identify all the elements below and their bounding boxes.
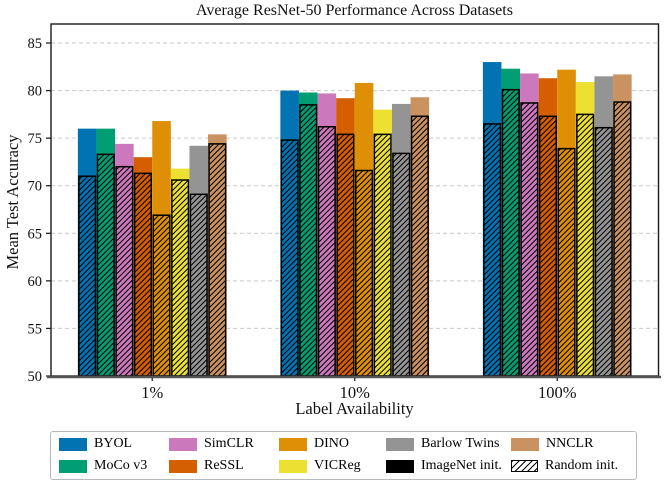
- legend-column-5: NNCLR Random init.: [511, 437, 618, 473]
- legend-swatch-barlow-twins: [386, 437, 414, 451]
- bar-nnclr-random-init-10-: [410, 115, 429, 377]
- bar-ressl-random-init-1-: [133, 172, 152, 377]
- legend: BYOL MoCo v3 SimCLR ReSSL DINO VICReg Barlow T…: [50, 431, 637, 480]
- y-tick-label-80: 80: [28, 84, 43, 100]
- legend-swatch-imagenet-init-: [386, 459, 414, 473]
- legend-label-ressl: ReSSL: [204, 458, 244, 473]
- bar-barlow-twins-random-init-10-: [392, 152, 411, 377]
- bar-vicreg-random-init-10-: [373, 133, 392, 377]
- bar-barlow-twins-random-init-1-: [189, 193, 208, 377]
- legend-label-simclr: SimCLR: [204, 436, 254, 451]
- legend-column-3: DINO VICReg: [279, 437, 361, 473]
- y-tick-label-85: 85: [28, 36, 43, 52]
- legend-swatch-ressl: [169, 459, 197, 473]
- bar-dino-random-init-1-: [152, 214, 171, 377]
- legend-swatch-moco-v3: [59, 459, 87, 473]
- bar-simclr-random-init-100-: [520, 102, 539, 377]
- bar-byol-random-init-10-: [280, 139, 299, 377]
- bar-ressl-random-init-10-: [336, 133, 355, 377]
- legend-swatch-vicreg: [279, 459, 307, 473]
- bar-vicreg-random-init-100-: [576, 113, 595, 377]
- legend-label-nnclr: NNCLR: [546, 436, 594, 451]
- bar-ressl-random-init-100-: [538, 115, 558, 377]
- bar-vicreg-random-init-1-: [171, 179, 190, 377]
- legend-item-nnclr: NNCLR: [511, 437, 618, 451]
- bar-byol-random-init-1-: [78, 175, 97, 377]
- legend-label-dino: DINO: [314, 436, 349, 451]
- bar-barlow-twins-random-init-100-: [594, 126, 613, 377]
- legend-item-imagenet-init-: ImageNet init.: [386, 459, 502, 473]
- legend-swatch-simclr: [169, 437, 197, 451]
- bar-nnclr-random-init-100-: [613, 101, 632, 377]
- legend-item-vicreg: VICReg: [279, 459, 361, 473]
- x-axis-label: Label Availability: [295, 399, 414, 418]
- legend-label-moco-v3: MoCo v3: [94, 458, 148, 473]
- x-tick-label-1-: 1%: [141, 383, 163, 402]
- chart-title: Average ResNet-50 Performance Across Dat…: [196, 2, 513, 19]
- bar-dino-random-init-100-: [557, 147, 576, 377]
- legend-item-ressl: ReSSL: [169, 459, 254, 473]
- bar-nnclr-random-init-1-: [208, 143, 227, 377]
- legend-item-byol: BYOL: [59, 437, 147, 451]
- bar-dino-random-init-10-: [355, 169, 374, 377]
- legend-swatch-dino: [279, 437, 307, 451]
- legend-item-simclr: SimCLR: [169, 437, 254, 451]
- bar-moco-v3-random-init-1-: [96, 153, 115, 377]
- legend-label-byol: BYOL: [94, 436, 133, 451]
- y-tick-label-65: 65: [28, 226, 43, 242]
- legend-label-imagenet-init-: ImageNet init.: [421, 458, 502, 473]
- legend-item-dino: DINO: [279, 437, 361, 451]
- y-tick-label-70: 70: [28, 179, 43, 195]
- legend-swatch-byol: [59, 437, 87, 451]
- legend-column-4: Barlow Twins ImageNet init.: [386, 437, 502, 473]
- bar-moco-v3-random-init-100-: [501, 88, 520, 377]
- legend-label-random-init-: Random init.: [545, 458, 619, 473]
- legend-swatch-random-init-: [511, 460, 538, 472]
- legend-column-1: BYOL MoCo v3: [59, 437, 147, 473]
- x-tick-label-10-: 10%: [340, 383, 371, 402]
- legend-item-moco-v3: MoCo v3: [59, 459, 147, 473]
- bar-simclr-random-init-10-: [317, 125, 336, 377]
- x-tick-label-100-: 100%: [538, 383, 577, 402]
- legend-label-barlow-twins: Barlow Twins: [421, 436, 500, 451]
- bar-byol-random-init-100-: [483, 123, 502, 377]
- bar-simclr-random-init-1-: [115, 165, 134, 377]
- legend-swatch-nnclr: [511, 437, 539, 451]
- y-tick-label-75: 75: [28, 131, 43, 147]
- y-tick-label-60: 60: [28, 274, 43, 290]
- legend-item-random-init-: Random init.: [511, 459, 618, 473]
- legend-label-vicreg: VICReg: [314, 458, 361, 473]
- bar-moco-v3-random-init-10-: [299, 104, 318, 377]
- y-tick-label-50: 50: [28, 369, 43, 385]
- legend-column-2: SimCLR ReSSL: [169, 437, 254, 473]
- y-tick-label-55: 55: [28, 321, 43, 337]
- legend-item-barlow-twins: Barlow Twins: [386, 437, 502, 451]
